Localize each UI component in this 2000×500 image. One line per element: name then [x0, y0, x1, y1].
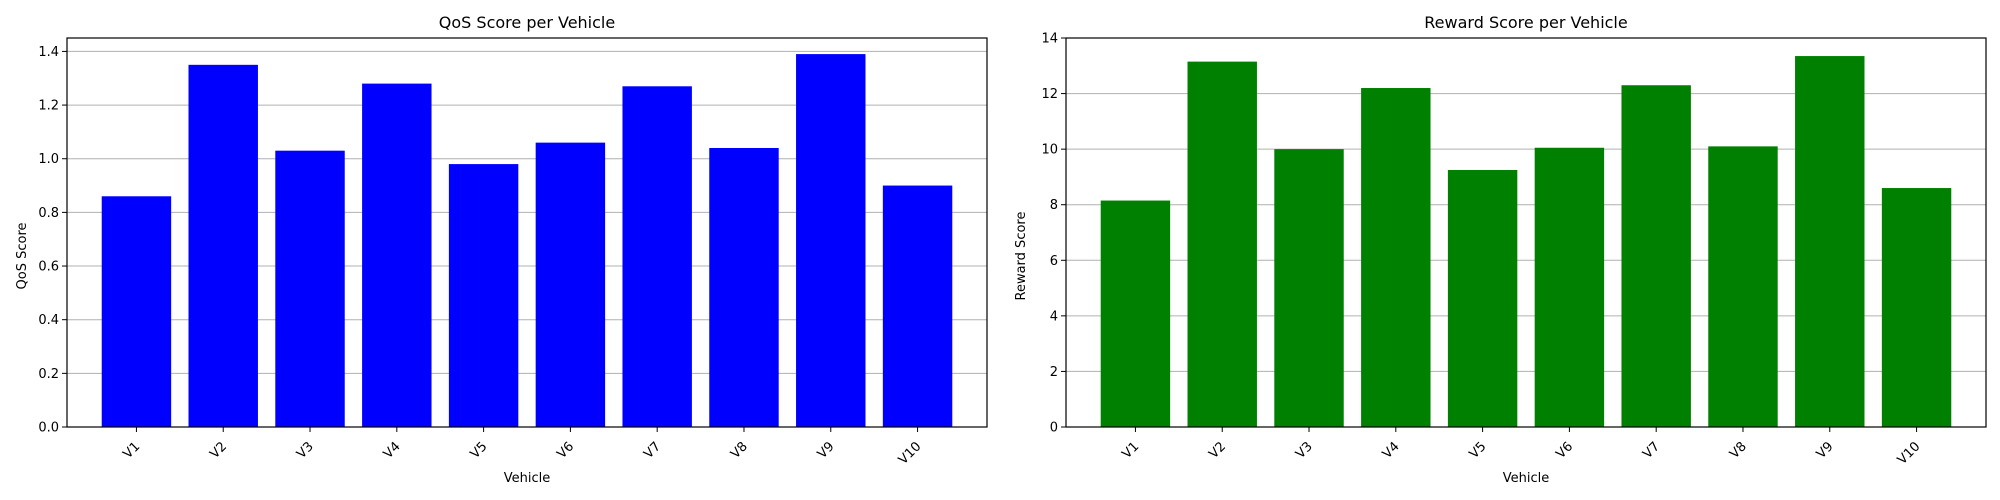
bar-v8 [709, 147, 779, 427]
x-tick-label: V4 [381, 439, 404, 462]
x-tick-label: V2 [207, 439, 230, 462]
x-tick-label: V4 [1380, 439, 1403, 462]
y-tick-label: 0.6 [38, 260, 59, 275]
y-tick-label: 0.2 [38, 367, 59, 382]
x-tick-label: V7 [641, 439, 664, 462]
y-tick-label: 0.0 [38, 421, 59, 436]
x-axis-label: Vehicle [504, 471, 551, 486]
x-tick-label: V1 [121, 439, 144, 462]
y-tick-label: 14 [1041, 32, 1058, 47]
x-tick-label: V9 [815, 439, 838, 462]
x-tick-label: V2 [1206, 439, 1229, 462]
y-tick-label: 6 [1050, 254, 1058, 269]
x-axis-label: Vehicle [1503, 471, 1550, 486]
y-tick-label: 4 [1050, 309, 1058, 324]
chart-title: QoS Score per Vehicle [439, 13, 615, 32]
bar-v2 [1187, 61, 1257, 427]
bar-v3 [1274, 149, 1344, 427]
y-ticks: 0.0 0.2 0.4 0.6 0.8 1.0 1.2 1.4 [38, 45, 67, 436]
x-tick-label: V9 [1814, 439, 1837, 462]
bar-v9 [1795, 56, 1865, 427]
bar-v2 [188, 64, 258, 428]
y-tick-label: 0.8 [38, 206, 59, 221]
x-tick-label: V8 [728, 439, 751, 462]
y-tick-label: 2 [1050, 365, 1058, 380]
bar-v3 [275, 150, 345, 428]
bars [101, 54, 953, 428]
x-tick-label: V7 [1640, 439, 1663, 462]
y-tick-label: 0.4 [38, 313, 59, 328]
y-tick-label: 1.4 [38, 45, 59, 60]
bar-v4 [362, 83, 432, 427]
bar-v1 [101, 196, 172, 427]
x-tick-label: V5 [1467, 439, 1490, 462]
y-axis-label: Reward Score [1014, 212, 1029, 301]
bar-v7 [622, 86, 692, 427]
y-ticks: 0 2 4 6 8 10 12 14 [1041, 32, 1066, 436]
bar-v5 [448, 164, 519, 427]
bar-v10 [1881, 188, 1952, 427]
x-tick-label: V5 [468, 439, 491, 462]
y-tick-label: 10 [1041, 143, 1058, 158]
bar-v5 [1447, 169, 1518, 427]
bar-v8 [1708, 146, 1778, 427]
x-tick-label: V6 [554, 439, 577, 462]
axes-frame [66, 37, 988, 428]
x-tick-label: V3 [1293, 439, 1316, 462]
x-tick-label: V6 [1553, 439, 1576, 462]
x-tick-label: V8 [1727, 439, 1750, 462]
reward-chart: Reward Score per Vehicle Reward Score Ve… [1014, 13, 1987, 486]
bar-v1 [1100, 200, 1171, 427]
y-tick-label: 1.0 [38, 152, 59, 167]
x-ticks: V1 V2 V3 V4 V5 V6 V7 V8 V9 V10 [1120, 427, 1924, 468]
y-axis-label: QoS Score [15, 223, 30, 290]
axes-frame [1065, 37, 1987, 428]
y-tick-label: 8 [1050, 198, 1058, 213]
x-tick-label: V1 [1120, 439, 1143, 462]
bar-v6 [1534, 147, 1605, 427]
bar-v10 [882, 185, 953, 427]
y-tick-label: 1.2 [38, 99, 59, 114]
bar-v6 [535, 142, 606, 428]
y-tick-label: 0 [1050, 421, 1058, 436]
x-tick-label: V3 [294, 439, 317, 462]
y-tick-label: 12 [1041, 87, 1058, 102]
x-tick-label: V10 [896, 439, 925, 468]
x-tick-label: V10 [1895, 439, 1924, 468]
bar-v4 [1361, 88, 1431, 427]
x-ticks: V1 V2 V3 V4 V5 V6 V7 V8 V9 V10 [121, 427, 925, 468]
bars [1100, 56, 1952, 427]
chart-title: Reward Score per Vehicle [1424, 13, 1627, 32]
bar-v7 [1621, 85, 1691, 427]
qos-chart: QoS Score per Vehicle QoS Score Vehicle … [15, 13, 988, 486]
bar-v9 [796, 54, 866, 427]
